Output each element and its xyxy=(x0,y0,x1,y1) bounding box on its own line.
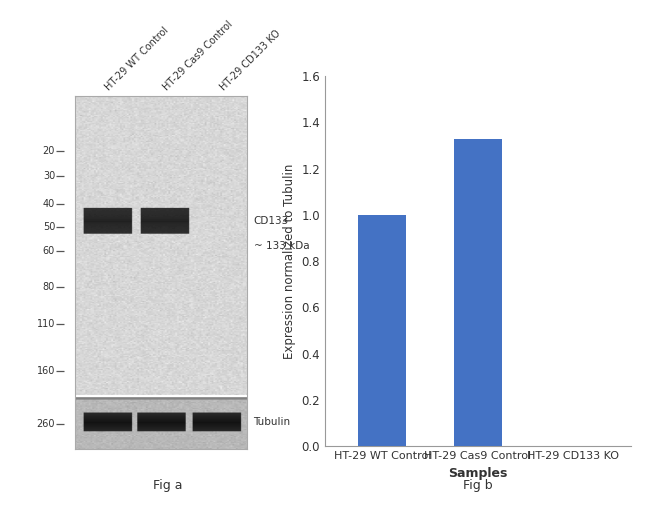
Text: HT-29 WT Control: HT-29 WT Control xyxy=(103,25,170,92)
Text: CD133: CD133 xyxy=(254,216,289,227)
Text: 30: 30 xyxy=(43,171,55,180)
Bar xyxy=(358,215,406,446)
Bar xyxy=(454,138,502,446)
Text: 260: 260 xyxy=(36,419,55,429)
Text: ~ 133 kDa: ~ 133 kDa xyxy=(254,241,309,251)
Text: 60: 60 xyxy=(43,246,55,257)
Text: Fig a: Fig a xyxy=(153,479,182,492)
Text: HT-29 CD133 KO: HT-29 CD133 KO xyxy=(218,28,283,92)
Text: 80: 80 xyxy=(43,281,55,292)
Text: 50: 50 xyxy=(43,222,55,232)
Text: Fig b: Fig b xyxy=(463,479,493,492)
Text: 40: 40 xyxy=(43,199,55,209)
Y-axis label: Expression normalized to Tubulin: Expression normalized to Tubulin xyxy=(283,163,296,359)
Text: 110: 110 xyxy=(37,318,55,329)
Text: Tubulin: Tubulin xyxy=(254,417,291,427)
X-axis label: Samples: Samples xyxy=(448,466,508,480)
Text: HT-29 Cas9 Control: HT-29 Cas9 Control xyxy=(161,19,234,92)
Text: 20: 20 xyxy=(43,146,55,156)
Text: 160: 160 xyxy=(37,366,55,376)
